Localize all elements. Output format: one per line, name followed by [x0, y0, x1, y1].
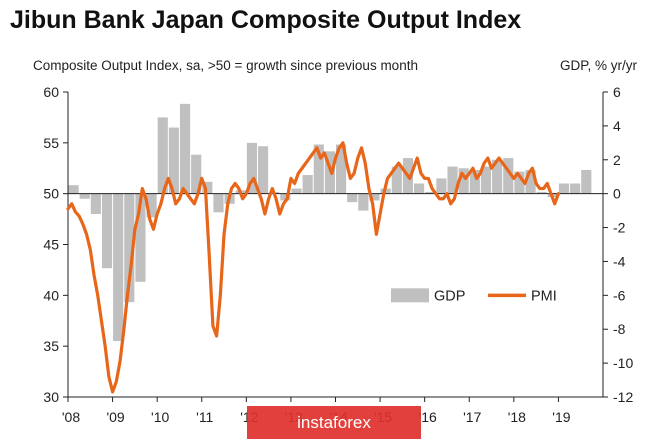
gdp-bar: [369, 193, 380, 201]
watermark-text: instaforex: [297, 413, 371, 432]
left-tick-label: 40: [43, 287, 59, 303]
x-tick-label: '19: [552, 409, 570, 425]
gdp-bar: [202, 181, 213, 194]
right-axis-label: GDP, % yr/yr: [559, 58, 637, 73]
x-tick-label: '16: [419, 409, 437, 425]
gdp-bar: [336, 144, 347, 194]
gdp-bar: [79, 193, 90, 199]
legend-gdp-label: GDP: [434, 288, 465, 304]
gdp-bar: [90, 193, 101, 214]
right-tick-label: 2: [613, 152, 621, 168]
gdp-bar: [558, 183, 570, 194]
chart-subtitle: Composite Output Index, sa, >50 = growth…: [33, 58, 418, 73]
gdp-bar: [391, 166, 402, 194]
gdp-bar: [492, 159, 503, 194]
gdp-bar: [280, 193, 291, 201]
chart-title: Jibun Bank Japan Composite Output Index: [10, 6, 522, 34]
left-tick-label: 35: [43, 338, 59, 354]
left-tick-label: 60: [43, 84, 59, 100]
gdp-bar: [525, 169, 536, 194]
right-tick-label: 0: [613, 186, 621, 202]
gdp-bar: [257, 146, 269, 194]
gdp-bar: [480, 166, 492, 194]
gdp-bar: [135, 193, 146, 282]
x-tick-label: '08: [62, 409, 80, 425]
watermark-banner: [247, 406, 421, 439]
right-tick-label: -12: [613, 389, 633, 405]
legend-pmi-label: PMI: [531, 288, 557, 304]
left-tick-label: 30: [43, 389, 59, 405]
gdp-bar: [581, 169, 592, 194]
gdp-bar: [191, 154, 202, 194]
gdp-bar: [313, 144, 324, 194]
right-tick-label: 4: [613, 118, 621, 134]
gdp-bar: [447, 166, 458, 194]
gdp-bar: [168, 127, 179, 194]
gdp-bar: [291, 188, 302, 194]
gdp-bar: [458, 168, 469, 194]
gdp-bar: [347, 193, 358, 203]
left-tick-label: 55: [43, 135, 59, 151]
gdp-bar: [68, 185, 79, 194]
gdp-bar: [436, 178, 447, 194]
right-tick-label: -4: [613, 253, 626, 269]
gdp-bar: [213, 193, 224, 213]
gdp-bar: [101, 193, 113, 269]
right-tick-label: -2: [613, 220, 626, 236]
gdp-bar: [414, 183, 425, 194]
x-tick-label: '11: [196, 409, 213, 425]
left-tick-label: 45: [43, 237, 59, 253]
legend-gdp-swatch: [391, 288, 429, 303]
gdp-bar: [146, 193, 157, 218]
left-tick-label: 50: [43, 186, 59, 202]
gdp-bar: [425, 191, 436, 194]
x-tick-label: '09: [106, 409, 124, 425]
gdp-bar: [514, 171, 525, 194]
right-tick-label: 6: [613, 84, 621, 100]
gdp-bar: [358, 193, 369, 211]
gdp-bar: [124, 193, 135, 303]
gdp-bar: [302, 175, 313, 194]
gdp-bar: [570, 183, 581, 194]
gdp-bar: [113, 193, 124, 342]
gdp-bar: [503, 158, 514, 194]
right-tick-label: -6: [613, 287, 626, 303]
gdp-bar: [157, 117, 168, 194]
gdp-bar: [469, 169, 480, 194]
gdp-bar: [536, 191, 547, 194]
x-tick-label: '18: [508, 409, 526, 425]
x-tick-label: '17: [463, 409, 481, 425]
pmi-line: [66, 141, 561, 394]
gdp-bar: [246, 142, 257, 194]
gdp-bar: [179, 103, 191, 194]
right-tick-label: -8: [613, 321, 626, 337]
x-tick-label: '10: [151, 409, 169, 425]
right-tick-label: -10: [613, 355, 633, 371]
